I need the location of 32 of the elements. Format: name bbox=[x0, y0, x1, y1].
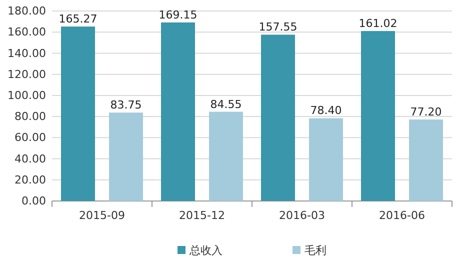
data-label: 161.02 bbox=[358, 17, 398, 30]
bar bbox=[361, 31, 395, 201]
data-label: 77.20 bbox=[410, 106, 442, 119]
y-tick-label: 0.00 bbox=[22, 194, 46, 208]
y-tick-label: 60.00 bbox=[14, 131, 46, 144]
bar bbox=[209, 112, 243, 201]
x-tick-label: 2016-06 bbox=[379, 208, 425, 222]
y-tick-label: 40.00 bbox=[14, 152, 46, 166]
y-tick-label: 120.00 bbox=[8, 68, 46, 81]
data-label: 157.55 bbox=[258, 20, 298, 34]
data-label: 78.40 bbox=[310, 104, 342, 118]
bar bbox=[309, 118, 343, 201]
bar bbox=[161, 22, 195, 201]
y-tick-label: 100.00 bbox=[8, 88, 46, 102]
bar bbox=[61, 26, 95, 201]
legend-label: 总收入 bbox=[188, 244, 222, 257]
bar bbox=[109, 112, 143, 201]
y-tick-label: 20.00 bbox=[14, 173, 46, 186]
y-tick-label: 140.00 bbox=[8, 46, 46, 60]
data-label: 169.15 bbox=[158, 8, 198, 22]
bar bbox=[409, 120, 443, 201]
x-tick-label: 2015-09 bbox=[79, 208, 125, 222]
x-tick-label: 2015-12 bbox=[179, 208, 225, 222]
data-label: 83.75 bbox=[110, 98, 142, 112]
data-label: 165.27 bbox=[58, 12, 98, 26]
data-label: 84.55 bbox=[210, 98, 242, 111]
y-tick-label: 160.00 bbox=[8, 26, 46, 39]
x-tick-label: 2016-03 bbox=[279, 208, 325, 222]
bar bbox=[261, 34, 295, 201]
y-tick-label: 80.00 bbox=[14, 110, 46, 124]
y-tick-label: 180.00 bbox=[8, 4, 46, 18]
legend-label: 毛利 bbox=[304, 244, 326, 257]
